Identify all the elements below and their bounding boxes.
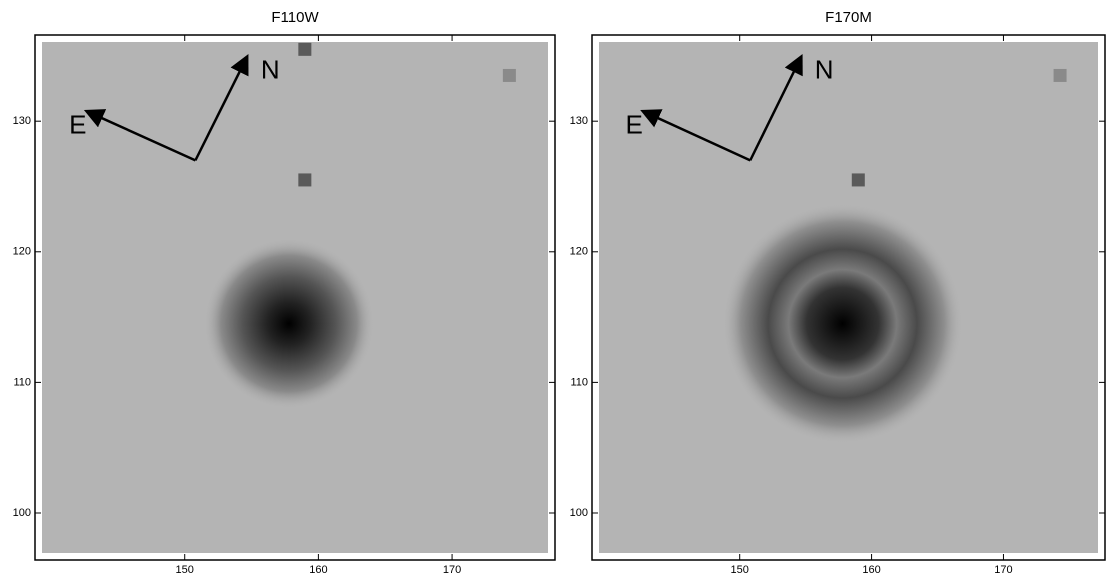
panel-title: F170M [825, 9, 872, 26]
arrow [194, 54, 249, 161]
source-psf [722, 203, 963, 444]
x-tick-label: 160 [309, 564, 327, 575]
y-tick-label: 110 [13, 376, 31, 388]
y-tick-label: 120 [13, 246, 31, 258]
pixel [851, 173, 865, 187]
y-tick-label: 130 [570, 115, 588, 127]
frame [591, 34, 1106, 561]
pixel [298, 173, 312, 187]
pixel [1053, 68, 1067, 82]
pixel [502, 68, 516, 82]
x-tick-label: 170 [443, 564, 461, 575]
y-tick-label: 130 [13, 115, 31, 127]
compass-label: E [69, 109, 86, 139]
x-tick-label: 160 [862, 564, 880, 575]
x-tick-label: 170 [994, 564, 1012, 575]
arrow [640, 109, 751, 162]
compass-label: N [815, 54, 834, 84]
y-tick-label: 100 [570, 507, 588, 519]
source-psf [203, 238, 374, 409]
y-tick-label: 100 [13, 507, 31, 519]
x-tick-label: 150 [176, 564, 194, 575]
arrow [749, 54, 803, 161]
y-tick-label: 120 [570, 246, 588, 258]
panel-title: F110W [271, 9, 319, 26]
y-tick-label: 110 [570, 376, 588, 388]
compass-label: N [261, 54, 280, 84]
arrow [83, 109, 196, 162]
compass-label: E [626, 109, 643, 139]
pixel [298, 42, 312, 56]
x-tick-label: 150 [731, 564, 749, 575]
frame [34, 34, 556, 561]
